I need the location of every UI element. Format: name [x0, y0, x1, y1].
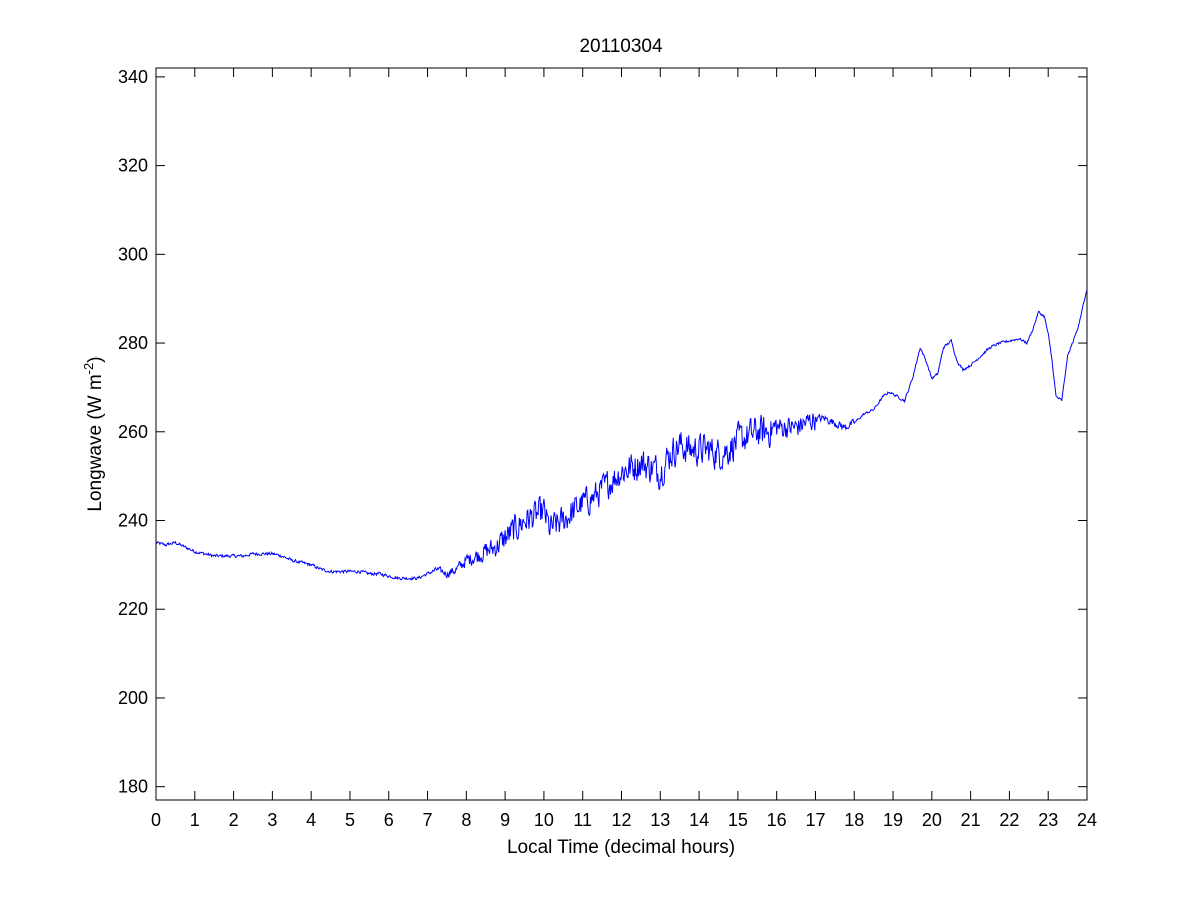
x-tick-label: 7 [423, 810, 433, 830]
x-tick-label: 14 [689, 810, 709, 830]
x-tick-label: 10 [534, 810, 554, 830]
x-tick-label: 24 [1077, 810, 1097, 830]
series-line [155, 289, 1088, 581]
axes-background [156, 68, 1087, 800]
x-tick-label: 17 [805, 810, 825, 830]
y-tick-label: 320 [118, 156, 148, 176]
plot-area: 0 1 2 3 4 5 6 7 8 9 10 11 12 13 14 15 16 17 18 19 20 21 22 23 24… [118, 67, 1097, 830]
y-tick-label: 180 [118, 777, 148, 797]
y-axis-label: Longwave (W m-2) [81, 356, 106, 511]
x-tick-label: 2 [229, 810, 239, 830]
y-tick-label: 220 [118, 599, 148, 619]
y-tick-label: 200 [118, 688, 148, 708]
y-axis-label-superscript: -2 [81, 363, 96, 375]
x-tick-label: 1 [190, 810, 200, 830]
x-axis-label: Local Time (decimal hours) [507, 837, 735, 858]
x-tick-label: 21 [961, 810, 981, 830]
y-tick-label: 300 [118, 244, 148, 264]
y-axis-ticks: 180 200 220 240 260 280 300 320 340 [118, 67, 1087, 797]
x-tick-label: 9 [500, 810, 510, 830]
x-tick-label: 5 [345, 810, 355, 830]
x-tick-label: 22 [999, 810, 1019, 830]
x-tick-label: 11 [573, 810, 592, 830]
y-axis-label-base: Longwave (W m [85, 374, 106, 511]
x-tick-label: 4 [306, 810, 316, 830]
y-tick-label: 260 [118, 422, 148, 442]
y-axis-label-suffix: ) [85, 356, 106, 362]
x-tick-label: 8 [461, 810, 471, 830]
x-tick-label: 19 [883, 810, 903, 830]
x-tick-label: 0 [151, 810, 161, 830]
y-tick-label: 280 [118, 333, 148, 353]
series-layer [155, 289, 1088, 581]
x-tick-label: 6 [384, 810, 394, 830]
x-tick-label: 23 [1038, 810, 1058, 830]
chart-title: 20110304 [579, 36, 663, 57]
x-tick-label: 13 [650, 810, 670, 830]
y-tick-label: 240 [118, 511, 148, 531]
x-tick-label: 18 [844, 810, 864, 830]
x-axis-ticks: 0 1 2 3 4 5 6 7 8 9 10 11 12 13 14 15 16 17 18 19 20 21 22 23 24 [151, 68, 1097, 830]
x-tick-label: 20 [922, 810, 942, 830]
x-tick-label: 15 [728, 810, 748, 830]
x-tick-label: 12 [611, 810, 631, 830]
x-tick-label: 16 [767, 810, 787, 830]
y-tick-label: 340 [118, 67, 148, 87]
x-tick-label: 3 [267, 810, 277, 830]
